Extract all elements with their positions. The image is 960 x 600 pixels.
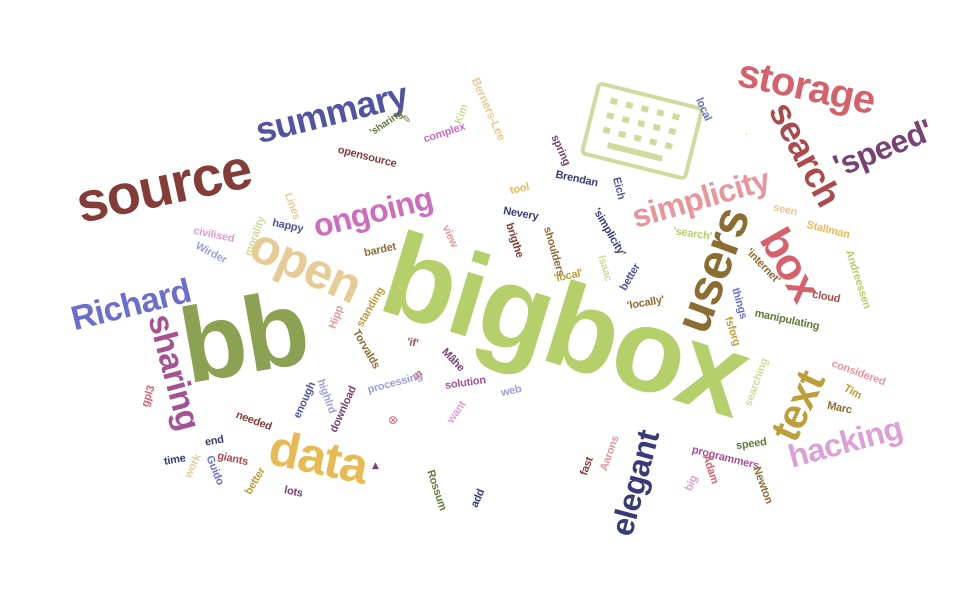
- word-opensource: opensource: [336, 143, 398, 170]
- word-data: data: [263, 419, 373, 495]
- small-triangle-icon: ▲: [372, 461, 379, 471]
- word-better-2: better: [242, 465, 268, 497]
- word-if: 'if': [405, 335, 419, 350]
- word-newton: Newton: [750, 464, 775, 505]
- small-glyph-icon: ': [745, 132, 748, 141]
- word-work: work: [181, 452, 204, 480]
- word-berners-lee: Berners-Lee: [468, 75, 509, 143]
- word-want: want: [444, 398, 469, 426]
- keyboard-icon: [580, 82, 704, 180]
- small-pencil-icon: ✎: [402, 113, 412, 126]
- word-spring: spring: [548, 132, 573, 167]
- word-seen: seen: [772, 201, 799, 218]
- word-needed: needed: [233, 408, 273, 433]
- word-stallman: Stallman: [805, 218, 852, 241]
- word-eich: Eich: [610, 175, 628, 201]
- word-manipulating: manipulating: [753, 306, 821, 333]
- word-summary: summary: [250, 73, 412, 152]
- word-nevery: Nevery: [501, 204, 539, 223]
- word-gpl3: gpl3: [139, 383, 158, 409]
- word-andreessen: Andreessen: [842, 248, 873, 310]
- word-lots: lots: [282, 483, 304, 500]
- word-hipp: Hipp: [326, 303, 346, 330]
- word-brendan: Brendan: [553, 168, 599, 189]
- word-solution: solution: [443, 373, 487, 392]
- word-highlrd: highlrd: [314, 376, 339, 415]
- word-tool: tool: [508, 180, 530, 197]
- word-speed-2: speed: [734, 435, 767, 452]
- word-web: web: [499, 382, 523, 399]
- small-circle-symbol-icon: ⊗: [388, 413, 399, 427]
- word-end: end: [203, 432, 225, 449]
- word-cloud: cloud: [811, 288, 842, 305]
- word-wirder: Wirder: [192, 239, 229, 266]
- word-aarons: Aarons: [597, 433, 622, 473]
- word-lines: Lines: [281, 190, 303, 221]
- word-big: big: [682, 473, 701, 493]
- word-add: add: [468, 486, 487, 509]
- word-rossum: Rossum: [424, 467, 449, 512]
- word-speed: 'speed': [827, 111, 937, 185]
- word-processing: processing: [365, 369, 424, 396]
- word-simplicity-2: 'simplicity': [590, 205, 628, 258]
- word-considered: considered: [829, 357, 887, 388]
- word-complex: complex: [421, 120, 467, 145]
- word-source: source: [69, 136, 256, 235]
- word-marc: Marc: [825, 399, 853, 416]
- word-giants: giants: [215, 449, 249, 468]
- word-time: time: [163, 451, 187, 468]
- word-tim: Tim: [841, 381, 864, 402]
- word-fast: fast: [577, 454, 596, 477]
